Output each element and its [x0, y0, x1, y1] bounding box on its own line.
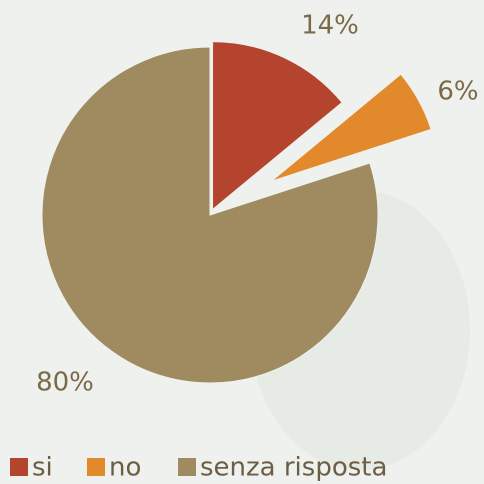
legend-swatch [178, 458, 196, 476]
legend-swatch [10, 458, 28, 476]
data-label: 14% [301, 11, 359, 41]
pie-slice [212, 41, 343, 211]
legend-swatch [87, 458, 105, 476]
data-label: 80% [36, 368, 94, 398]
legend-label: senza risposta [200, 453, 387, 483]
legend-label: no [109, 453, 141, 483]
pie-slice [41, 46, 379, 384]
pie-slice [271, 73, 432, 182]
data-label: 6% [437, 77, 478, 107]
legend-label: si [32, 453, 53, 483]
